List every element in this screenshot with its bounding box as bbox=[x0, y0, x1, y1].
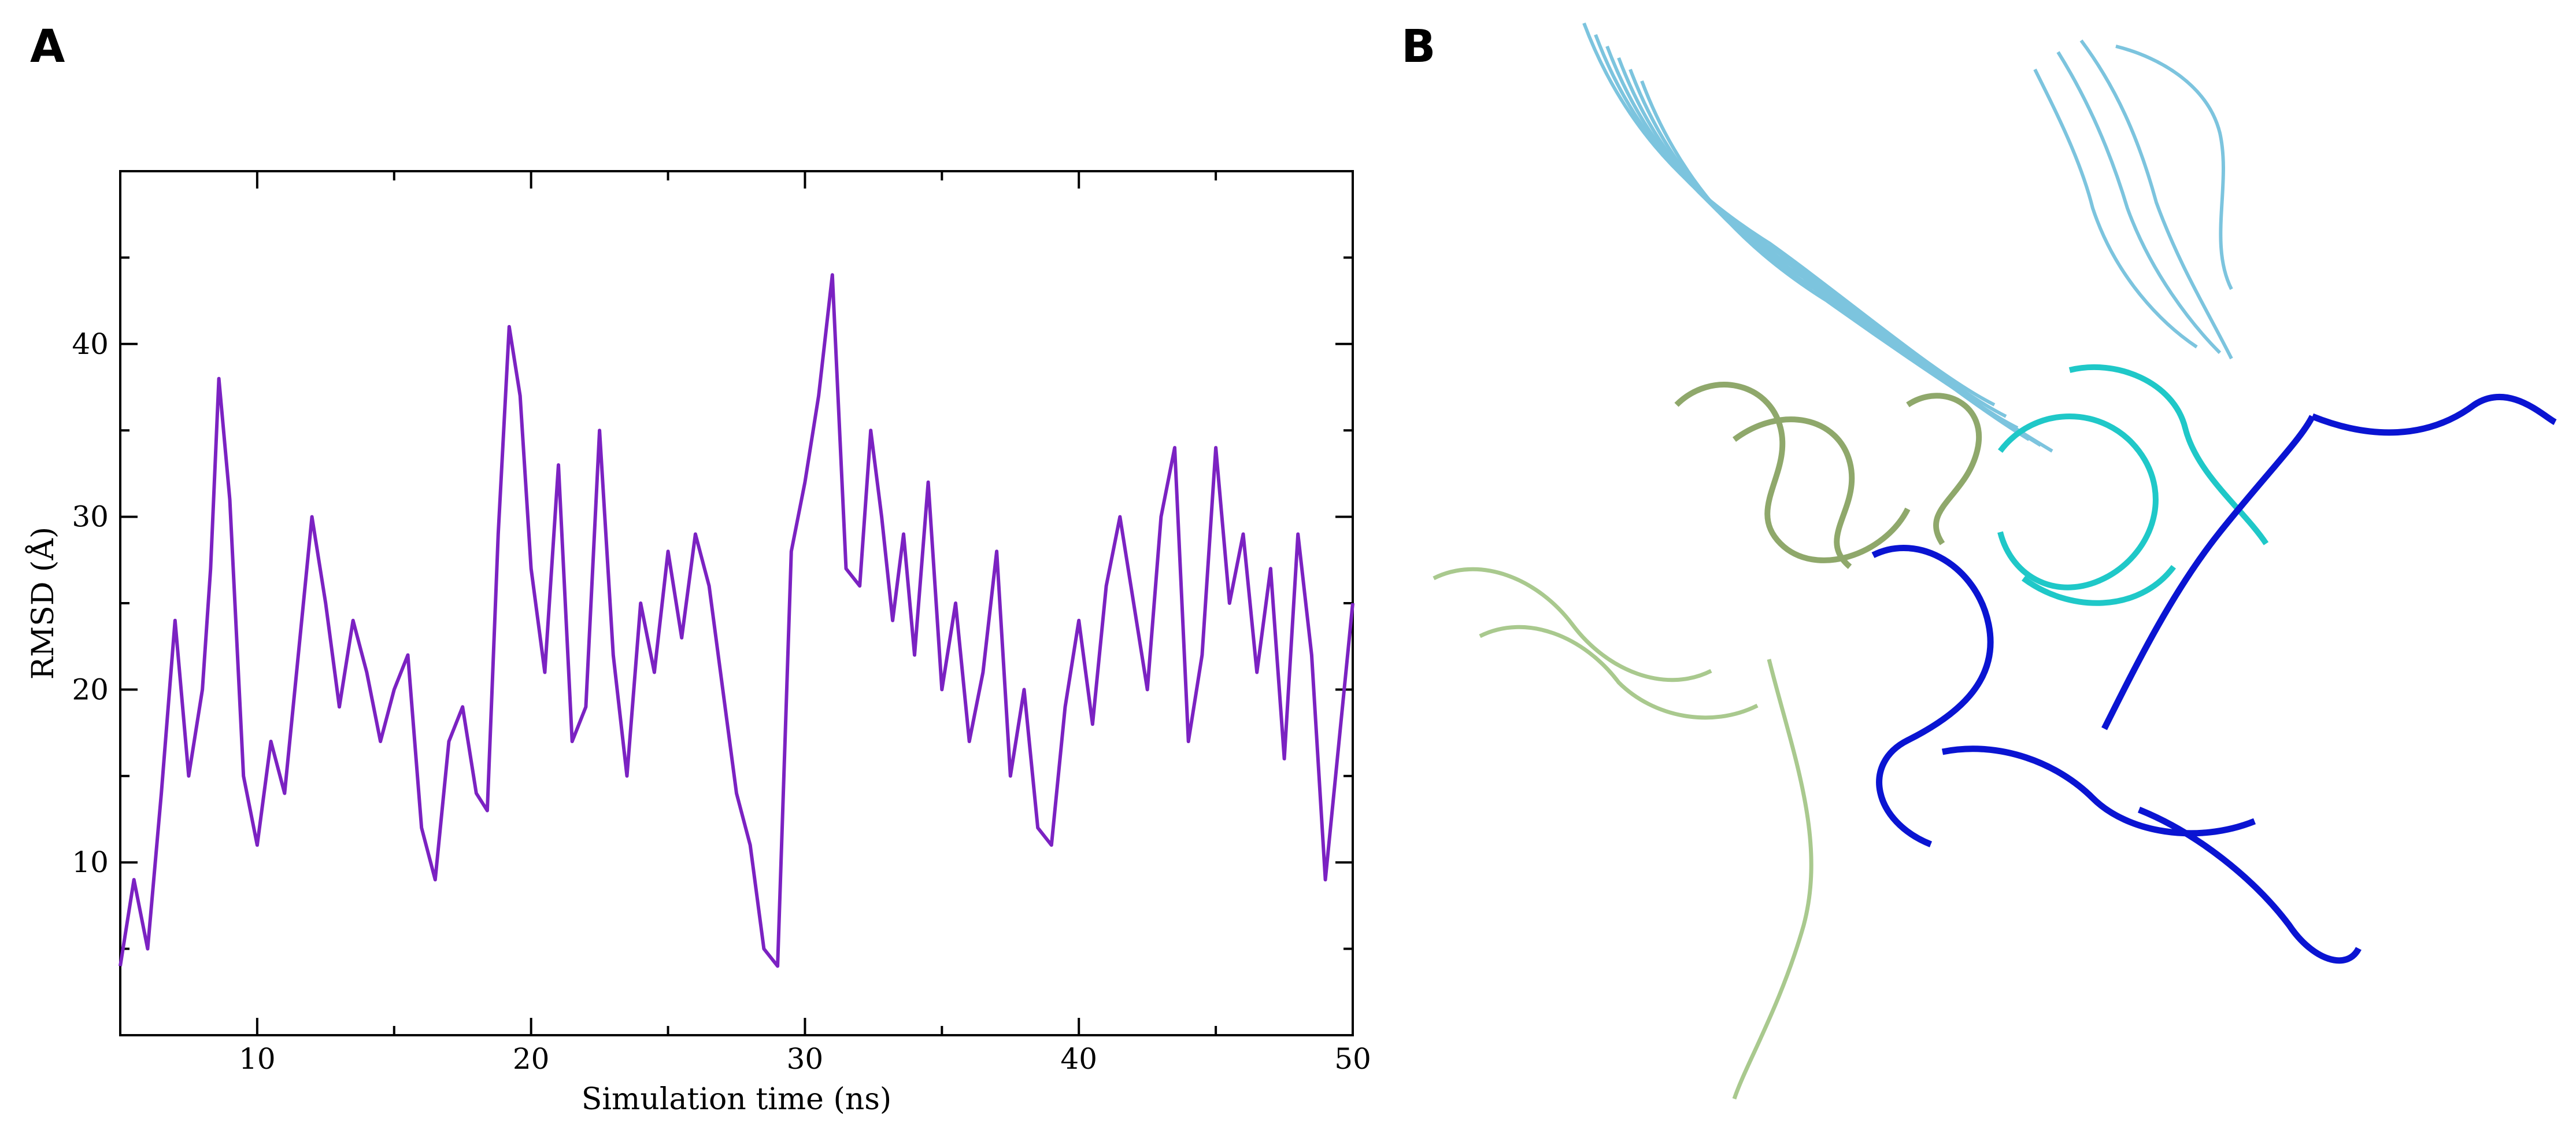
y-tick-label: 30 bbox=[72, 500, 109, 534]
y-axis-title: RMSD (Å) bbox=[25, 527, 61, 680]
panel-label-b: B bbox=[1401, 21, 1436, 73]
x-axis-title: Simulation time (ns) bbox=[582, 1082, 891, 1117]
x-axis-ticks: 10 20 30 40 50 bbox=[119, 171, 1371, 1076]
x-tick-label: 40 bbox=[1060, 1042, 1097, 1076]
x-tick-label: 20 bbox=[513, 1042, 550, 1076]
y-axis-ticks: 10 20 30 40 bbox=[72, 256, 1353, 950]
cyan-helix-domain bbox=[1997, 364, 2269, 606]
x-tick-label: 50 bbox=[1334, 1042, 1371, 1076]
panel-label-a: A bbox=[30, 21, 65, 73]
x-tick-label: 30 bbox=[787, 1042, 824, 1076]
olive-helix-domain bbox=[1674, 382, 1982, 569]
y-tick-label: 10 bbox=[72, 846, 109, 879]
blue-domain bbox=[1871, 394, 2557, 964]
rmsd-series-line bbox=[119, 273, 1354, 968]
y-tick-label: 20 bbox=[72, 673, 109, 706]
light-blue-sheet-domain bbox=[1582, 22, 2233, 453]
protein-structure-illustration bbox=[1433, 22, 2557, 1100]
x-tick-label: 10 bbox=[239, 1042, 276, 1076]
pale-green-sheet-domain bbox=[1433, 567, 1813, 1100]
y-tick-label: 40 bbox=[72, 327, 109, 361]
